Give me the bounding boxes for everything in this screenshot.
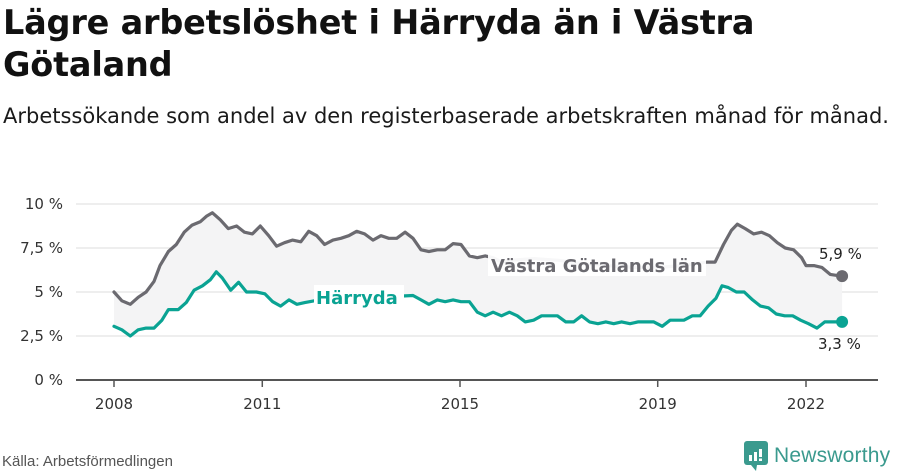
x-axis: 2008 2011 2015 2019 2022 [76,379,878,413]
label-harryda: Härryda [314,285,404,309]
end-value-harryda: 3,3 % [818,335,861,353]
series-line-vastra-gotaland [112,211,844,306]
y-tick-label: 10 % [25,195,63,213]
x-tick-label: 2011 [243,395,281,413]
newsworthy-logo[interactable]: Newsworthy [744,441,890,471]
end-value-vastra-gotaland: 5,9 % [819,245,862,263]
x-tick-label: 2019 [639,395,677,413]
series-label-vastra-gotaland: Västra Götalands län [491,256,703,277]
chart-title: Lägre arbetslöshet i Härryda än i Västra… [3,3,755,84]
series-label-harryda: Härryda [316,288,398,309]
y-axis-labels: 0 % 2,5 % 5 % 7,5 % 10 % [20,195,63,389]
end-point-harryda [836,315,849,328]
bar-chart-speech-bubble-icon [744,441,768,471]
x-tick-label: 2008 [95,395,133,413]
end-point-vastra-gotaland [836,270,849,283]
chart-subtitle: Arbetssökande som andel av den registerb… [3,104,889,128]
y-tick-label: 0 % [34,371,63,389]
label-vastra-gotaland: Västra Götalands län [488,252,706,277]
range-band [114,212,843,336]
y-tick-label: 7,5 % [20,239,63,257]
y-tick-label: 5 % [34,283,63,301]
x-tick-label: 2022 [787,395,825,413]
source-note: Källa: Arbetsförmedlingen [2,453,173,470]
y-tick-label: 2,5 % [20,327,63,345]
brand-name: Newsworthy [774,444,891,467]
x-tick-label: 2015 [441,395,479,413]
series-line-harryda [112,270,844,338]
